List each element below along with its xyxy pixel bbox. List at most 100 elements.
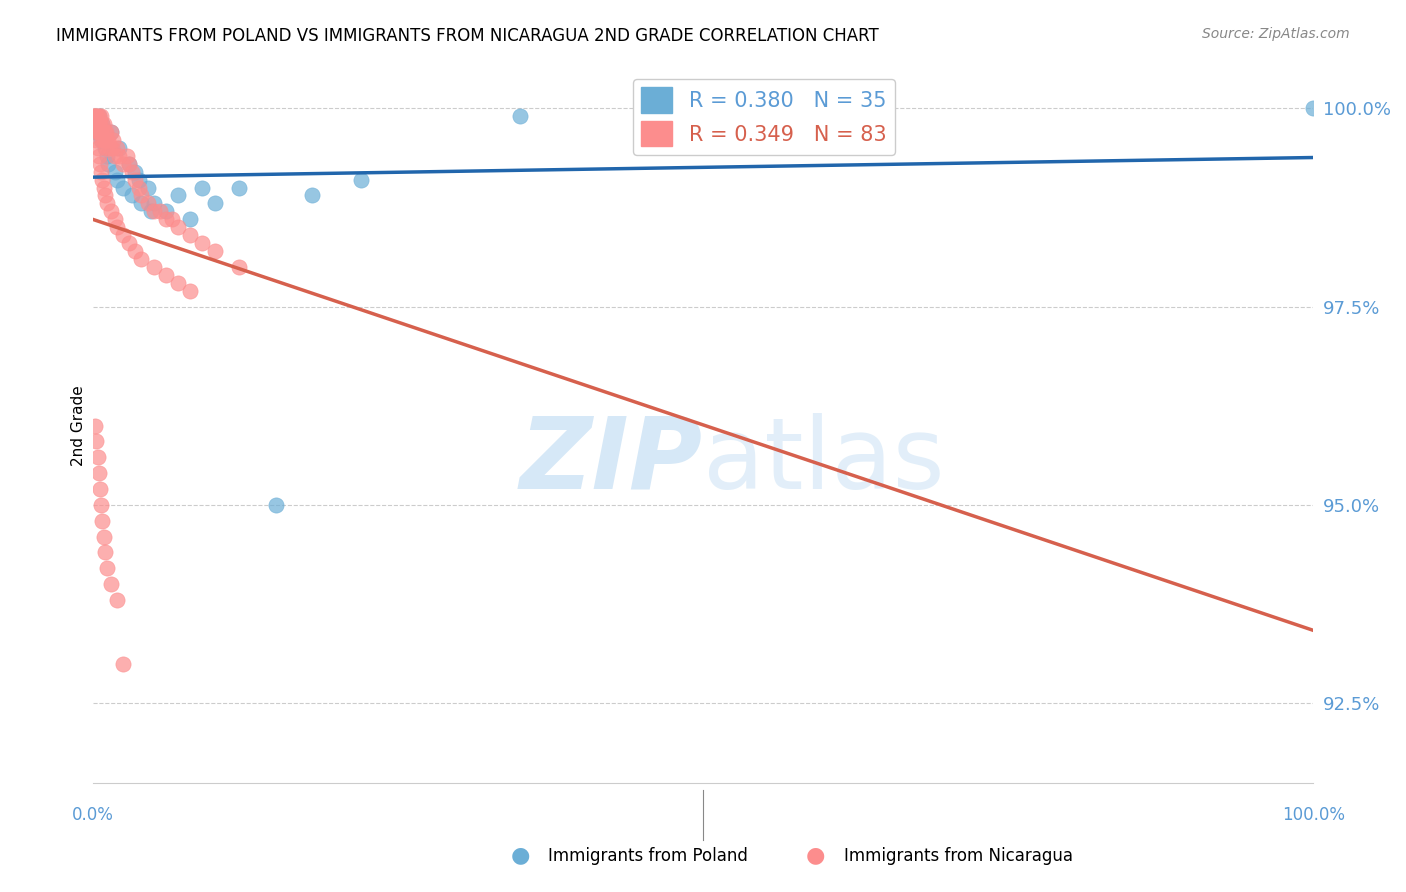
Point	[301, 188, 323, 202]
Text: ●: ●	[806, 846, 825, 865]
Point	[136, 196, 159, 211]
Point	[89, 117, 111, 131]
Point	[108, 149, 131, 163]
Point	[89, 125, 111, 139]
Point	[96, 561, 118, 575]
Point	[108, 141, 131, 155]
Point	[90, 109, 112, 123]
Point	[191, 180, 214, 194]
Point	[103, 133, 125, 147]
Point	[83, 109, 105, 123]
Point	[94, 125, 117, 139]
Point	[86, 109, 108, 123]
Point	[167, 276, 190, 290]
Point	[509, 109, 531, 123]
Point	[121, 164, 143, 178]
Point	[155, 212, 177, 227]
Point	[94, 188, 117, 202]
Point	[86, 141, 108, 155]
Point	[1302, 101, 1324, 115]
Point	[94, 125, 117, 139]
Point	[84, 117, 107, 131]
Point	[87, 117, 110, 131]
Point	[124, 164, 146, 178]
Point	[104, 149, 127, 163]
Text: atlas: atlas	[703, 413, 945, 509]
Point	[90, 125, 112, 139]
Legend: R = 0.380   N = 35, R = 0.349   N = 83: R = 0.380 N = 35, R = 0.349 N = 83	[633, 78, 896, 155]
Point	[141, 204, 163, 219]
Point	[94, 133, 117, 147]
Point	[128, 172, 150, 186]
Point	[100, 204, 122, 219]
Point	[84, 109, 107, 123]
Point	[91, 514, 114, 528]
Point	[167, 220, 190, 235]
Point	[100, 125, 122, 139]
Point	[84, 117, 107, 131]
Point	[142, 196, 165, 211]
Point	[83, 109, 105, 123]
Point	[89, 482, 111, 496]
Point	[87, 466, 110, 480]
Point	[115, 149, 138, 163]
Point	[93, 180, 115, 194]
Point	[93, 117, 115, 131]
Point	[97, 133, 120, 147]
Point	[91, 133, 114, 147]
Point	[93, 133, 115, 147]
Point	[131, 196, 153, 211]
Point	[142, 260, 165, 274]
Point	[91, 117, 114, 131]
Point	[191, 235, 214, 250]
Point	[136, 180, 159, 194]
Point	[87, 125, 110, 139]
Point	[124, 172, 146, 186]
Point	[149, 204, 172, 219]
Point	[90, 133, 112, 147]
Point	[105, 220, 128, 235]
Point	[160, 212, 183, 227]
Point	[84, 109, 107, 123]
Point	[87, 109, 110, 123]
Point	[89, 117, 111, 131]
Point	[87, 109, 110, 123]
Point	[104, 212, 127, 227]
Point	[105, 593, 128, 607]
Point	[93, 530, 115, 544]
Point	[105, 172, 128, 186]
Point	[84, 434, 107, 449]
Point	[96, 133, 118, 147]
Point	[128, 180, 150, 194]
Point	[155, 204, 177, 219]
Point	[93, 133, 115, 147]
Point	[91, 117, 114, 131]
Point	[131, 252, 153, 266]
Text: Immigrants from Nicaragua: Immigrants from Nicaragua	[844, 847, 1073, 865]
Point	[86, 450, 108, 465]
Point	[179, 212, 201, 227]
Point	[204, 196, 226, 211]
Point	[84, 117, 107, 131]
Point	[104, 164, 127, 178]
Point	[112, 180, 135, 194]
Point	[94, 545, 117, 559]
Point	[94, 141, 117, 155]
Text: Source: ZipAtlas.com: Source: ZipAtlas.com	[1202, 27, 1350, 41]
Point	[84, 117, 107, 131]
Point	[105, 141, 128, 155]
Point	[118, 157, 141, 171]
Point	[118, 235, 141, 250]
Text: Immigrants from Poland: Immigrants from Poland	[548, 847, 748, 865]
Point	[118, 157, 141, 171]
Point	[112, 657, 135, 671]
Point	[89, 157, 111, 171]
Point	[228, 180, 250, 194]
Text: 100.0%: 100.0%	[1282, 806, 1344, 824]
Point	[98, 141, 121, 155]
Point	[131, 188, 153, 202]
Point	[100, 125, 122, 139]
Point	[84, 125, 107, 139]
Point	[97, 157, 120, 171]
Point	[155, 268, 177, 282]
